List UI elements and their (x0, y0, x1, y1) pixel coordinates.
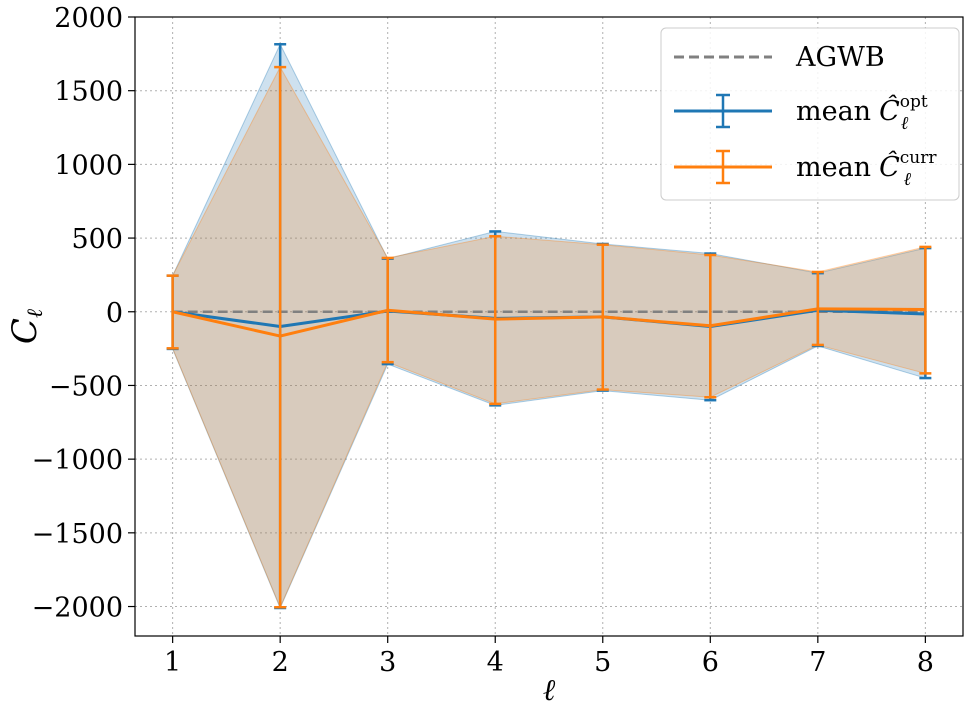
legend-curr-symbol: Ĉ (879, 149, 900, 183)
legend-curr-sup: curr (900, 148, 938, 168)
y-tick-label: −1500 (32, 519, 123, 550)
legend-curr-prefix: mean (796, 152, 871, 183)
legend-opt-swatch (674, 93, 772, 129)
y-axis-label-main: C (5, 318, 45, 344)
y-axis-label: Cℓ (5, 308, 48, 344)
line-layer (172, 307, 926, 338)
x-tick-label: 8 (917, 647, 934, 678)
legend-box (660, 27, 960, 201)
y-tick-label: −1000 (32, 445, 123, 476)
legend-curr-label: mean Ĉcurr ℓ (796, 148, 937, 190)
y-tick-label: 1000 (54, 150, 123, 181)
legend-opt-label: mean Ĉopt ℓ (796, 92, 928, 134)
series-2-line (172, 307, 926, 338)
x-tick-label: 3 (379, 647, 396, 678)
x-tick-label: 4 (487, 647, 504, 678)
legend: AGWB mean Ĉopt ℓ mean Ĉcurr ℓ (660, 27, 960, 201)
x-tick-label: 1 (164, 647, 181, 678)
legend-agwb-label: AGWB (795, 42, 885, 73)
legend-opt-symbol: Ĉ (879, 93, 900, 127)
x-tick-label: 2 (272, 647, 289, 678)
legend-curr-sub: ℓ (903, 169, 911, 190)
legend-curr-swatch (674, 149, 772, 185)
tick-layer: 1 2 3 4 5 6 7 8 2000 1500 1000 500 0 −500 −1000 −1500 −2… (32, 3, 934, 678)
axis-labels: ℓ Cℓ (5, 308, 556, 707)
x-tick-label: 5 (594, 647, 611, 678)
y-tick-label: 1500 (54, 77, 123, 108)
x-axis-label: ℓ (543, 673, 556, 707)
legend-opt-sup: opt (900, 92, 928, 112)
errorbar-layer (166, 43, 932, 610)
y-axis-label-sub: ℓ (23, 308, 48, 318)
y-tick-label: 500 (71, 224, 123, 255)
plot-frame (134, 16, 964, 637)
x-tick-label: 7 (809, 647, 826, 678)
y-tick-label: 2000 (54, 3, 123, 34)
legend-opt-sub: ℓ (901, 113, 909, 134)
x-tick-label: 6 (702, 647, 719, 678)
legend-opt-prefix: mean (796, 96, 871, 127)
y-tick-label: −2000 (32, 593, 123, 624)
y-tick-label: −500 (49, 371, 123, 402)
y-tick-label: 0 (106, 298, 123, 329)
